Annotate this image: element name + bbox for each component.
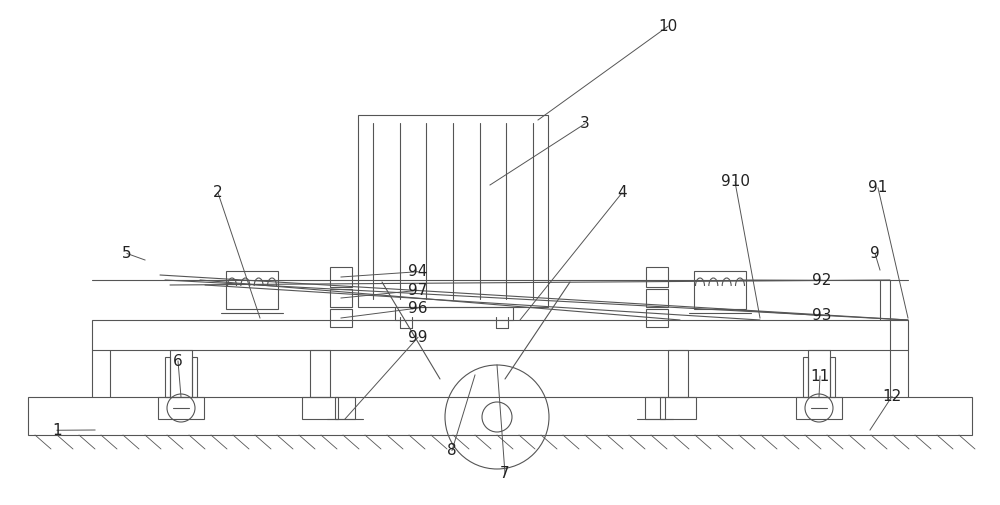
Text: 2: 2 xyxy=(213,185,223,200)
Bar xyxy=(694,271,746,309)
Bar xyxy=(310,350,330,397)
Text: 11: 11 xyxy=(810,369,830,384)
Bar xyxy=(158,397,204,419)
Bar xyxy=(803,357,808,397)
Bar xyxy=(335,397,355,419)
Bar xyxy=(830,357,835,397)
Bar xyxy=(330,267,352,287)
Bar xyxy=(646,309,668,327)
Text: 12: 12 xyxy=(882,389,902,404)
Bar xyxy=(226,271,278,309)
Text: 4: 4 xyxy=(617,185,627,200)
Text: 10: 10 xyxy=(658,19,678,34)
Text: 94: 94 xyxy=(408,264,428,279)
Text: 7: 7 xyxy=(500,466,510,481)
Bar xyxy=(170,350,192,397)
Bar xyxy=(28,397,972,435)
Text: 9: 9 xyxy=(870,246,880,261)
Bar xyxy=(302,397,338,419)
Bar xyxy=(92,320,908,350)
Bar xyxy=(165,357,170,397)
Bar xyxy=(395,307,513,320)
Bar xyxy=(645,397,665,419)
Bar xyxy=(330,289,352,307)
Bar xyxy=(796,397,842,419)
Bar xyxy=(192,357,197,397)
Text: 6: 6 xyxy=(173,354,183,369)
Bar xyxy=(330,309,352,327)
Bar xyxy=(668,350,688,397)
Text: 93: 93 xyxy=(812,308,832,323)
Text: 5: 5 xyxy=(122,246,132,261)
Text: 97: 97 xyxy=(408,283,428,298)
Text: 92: 92 xyxy=(812,273,832,288)
Text: 1: 1 xyxy=(52,423,62,438)
Text: 3: 3 xyxy=(580,116,590,131)
Text: 910: 910 xyxy=(720,174,750,189)
Text: 96: 96 xyxy=(408,300,428,316)
Bar xyxy=(358,115,548,307)
Bar xyxy=(646,267,668,287)
Text: 91: 91 xyxy=(868,180,888,195)
Bar xyxy=(660,397,696,419)
Text: 8: 8 xyxy=(447,443,457,458)
Text: 99: 99 xyxy=(408,330,428,345)
Bar xyxy=(646,289,668,307)
Bar xyxy=(808,350,830,397)
